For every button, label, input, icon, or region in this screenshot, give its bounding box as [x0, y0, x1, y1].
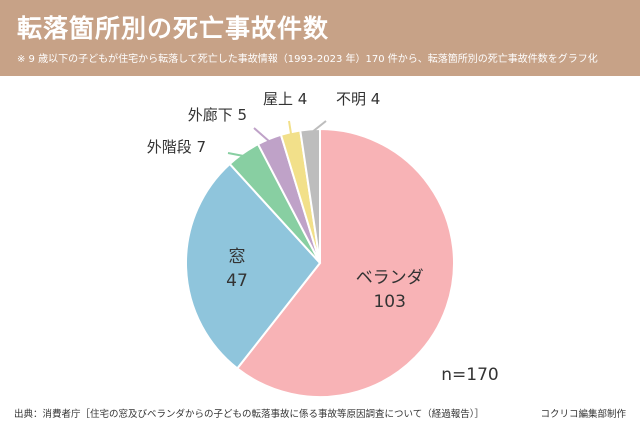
- pie-slice-5: [299, 127, 321, 264]
- slice-label-0: ベランダ: [356, 268, 424, 288]
- slice-label-1: 窓: [229, 247, 246, 267]
- slice-value-0: 103: [373, 292, 405, 312]
- pie-slices: [184, 127, 455, 398]
- chart-subtitle: ※ 9 歳以下の子どもが住宅から転落して死亡した事故情報（1993-2023 年…: [17, 54, 598, 65]
- leader-line-3: [253, 127, 272, 144]
- header-banner: 転落箇所別の死亡事故件数 ※ 9 歳以下の子どもが住宅から転落して死亡した事故情…: [0, 0, 640, 76]
- sample-size-label: n=170: [441, 365, 498, 385]
- slice-label-4: 屋上 4: [263, 90, 307, 108]
- pie-slice-0: [235, 127, 455, 398]
- leader-line-5: [309, 120, 327, 135]
- slice-label-5: 不明 4: [336, 90, 380, 108]
- credit-note: コクリコ編集部制作: [540, 409, 626, 420]
- slice-value-1: 47: [226, 271, 248, 291]
- slice-label-3: 外廊下 5: [188, 106, 247, 124]
- leader-line-2: [227, 152, 246, 158]
- slice-labels: ベランダ 103 窓 47 外階段 7 外廊下 5 屋上 4 不明 4: [147, 90, 424, 312]
- leader-lines: [227, 120, 327, 158]
- pie-slice-1: [184, 162, 322, 370]
- source-note: 出典：消費者庁［住宅の窓及びベランダからの子どもの転落事故に係る事故等原因調査に…: [14, 409, 484, 420]
- chart-title: 転落箇所別の死亡事故件数: [17, 14, 330, 43]
- leader-line-4: [288, 120, 293, 137]
- pie-chart: ベランダ 103 窓 47 外階段 7 外廊下 5 屋上 4 不明 4 n=170: [147, 90, 499, 398]
- slice-label-2: 外階段 7: [147, 138, 206, 156]
